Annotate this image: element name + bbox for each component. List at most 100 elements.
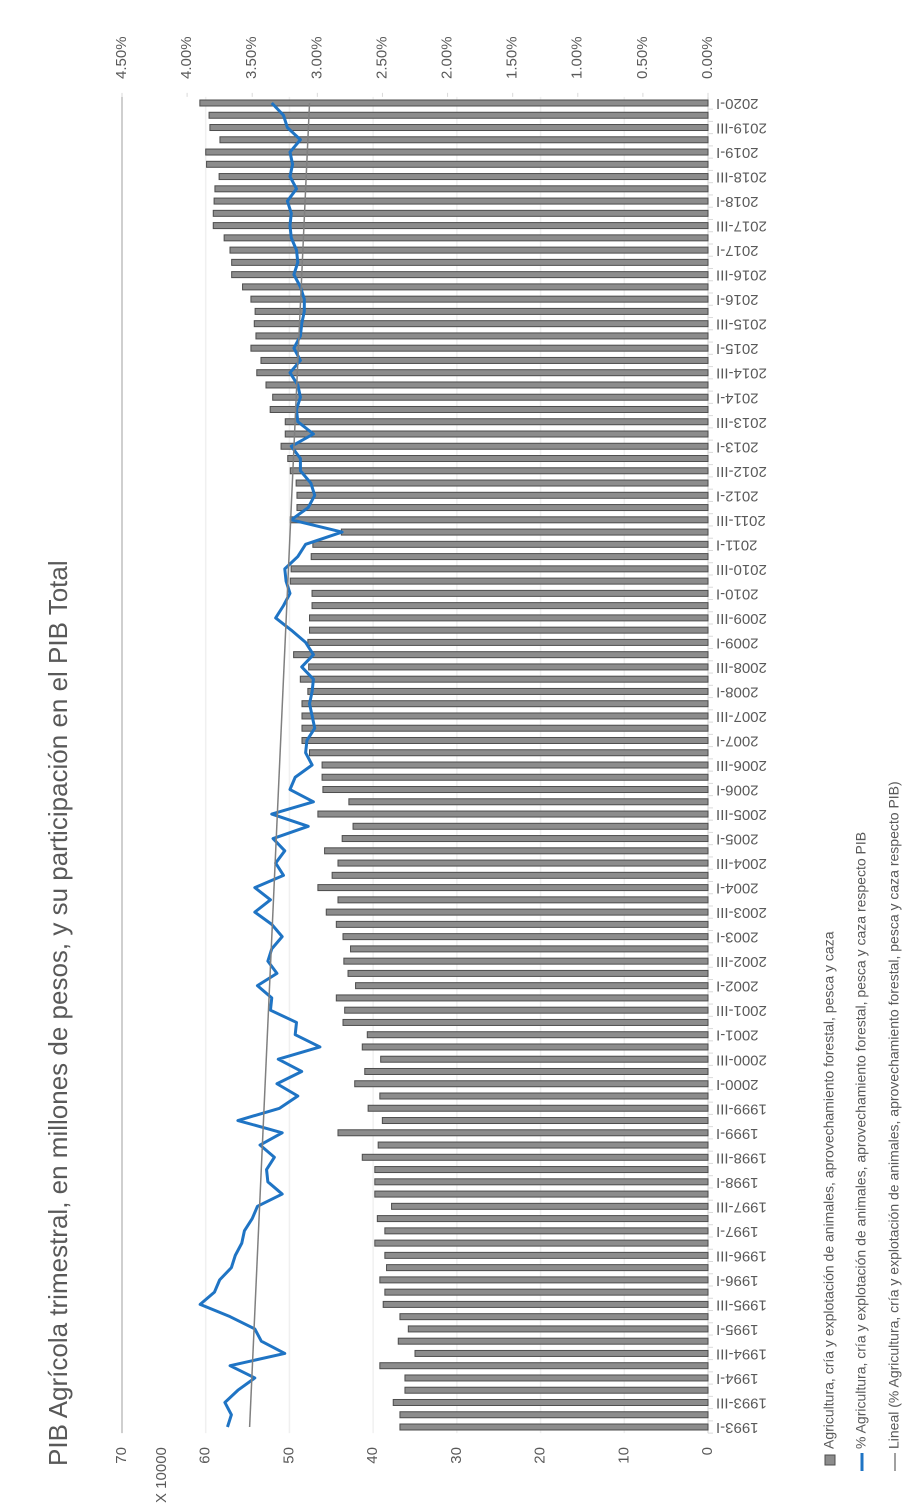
bar [361,1043,709,1051]
x-tick-label: 2000-III [716,1051,767,1068]
bar [296,504,709,512]
x-tick-label: 2010-I [716,585,759,602]
x-tick-label: 2020-I [716,95,759,112]
bar [309,626,709,634]
x-tick-label: 2012-III [716,463,767,480]
bar [392,1398,709,1406]
y-unit-label: X 10000 [153,1447,170,1503]
bar [343,957,709,965]
bar [321,773,709,781]
bar [309,749,709,757]
bar [289,467,709,475]
bar [212,209,709,217]
x-tick-label: 2002-I [716,978,759,995]
bar [355,982,709,990]
bar [301,724,709,732]
bar [366,1031,709,1039]
bar [213,197,709,205]
y-tick-label: 20 [532,1447,549,1464]
bar [337,896,709,904]
x-tick-label: 1993-I [716,1419,759,1436]
bar [399,1411,709,1419]
bar [317,884,709,892]
bar [384,1227,709,1235]
bar [289,516,709,524]
x-tick-label: 1995-I [716,1321,759,1338]
bar [208,111,709,119]
bar [272,393,709,401]
x-tick-label: 2019-III [716,120,767,137]
bar [312,540,709,548]
x-tick-label: 2017-III [716,218,767,235]
bar [296,491,709,499]
bar [361,1153,709,1161]
x-tick-label: 2005-III [716,806,767,823]
bar [214,185,709,193]
bar [199,99,709,107]
bar [347,969,709,977]
bar [301,736,709,744]
x-tick-label: 2015-I [716,340,759,357]
bar [223,234,709,242]
bar [384,1251,709,1259]
bar [374,1166,709,1174]
bar [256,369,709,377]
bar [382,1300,709,1308]
bar [386,1264,709,1272]
bar [229,246,709,254]
x-tick-label: 2011-I [716,536,757,553]
y-tick-label: 10 [615,1447,632,1464]
bar [284,418,709,426]
bar [321,761,709,769]
x-tick-label: 1998-III [716,1149,767,1166]
bar [379,1276,709,1284]
bar [309,614,709,622]
x-tick-label: 2014-I [716,389,759,406]
x-tick-label: 2002-III [716,953,767,970]
x-tick-label: 2015-III [716,316,767,333]
x-tick-label: 2007-III [716,708,767,725]
bar [280,442,709,450]
y2-tick-label: 2.00% [439,36,456,79]
bar [331,871,709,879]
bar [317,810,709,818]
x-tick-label: 1994-III [716,1345,767,1362]
x-tick-label: 1997-III [716,1198,767,1215]
legend-label: Lineal (% Agricultura, cría y explotació… [886,781,902,1449]
y2-tick-label: 4.00% [178,36,195,79]
legend-label: Agricultura, cría y explotación de anima… [821,931,837,1449]
x-tick-label: 2006-III [716,757,767,774]
bar [352,822,709,830]
x-tick-label: 2003-I [716,929,759,946]
bar [374,1239,709,1247]
bar [340,528,709,536]
bar [242,283,709,291]
x-tick-label: 2009-III [716,610,767,627]
y-tick-label: 0 [699,1447,716,1455]
bar [404,1374,709,1382]
x-tick-label: 2013-III [716,414,767,431]
bar [287,455,709,463]
y-tick-label: 30 [448,1447,465,1464]
y2-tick-label: 1.50% [504,36,521,79]
bar [218,173,709,181]
y2-tick-label: 1.00% [569,36,586,79]
bar [335,994,709,1002]
x-tick-label: 2019-I [716,144,759,161]
bar [381,1117,709,1125]
x-tick-label: 1999-I [716,1125,759,1142]
x-tick-label: 2005-I [716,831,759,848]
bar [367,1104,709,1112]
bar [301,712,709,720]
x-tick-label: 1995-III [716,1296,767,1313]
x-tick-label: 2001-III [716,1002,767,1019]
bar [322,786,709,794]
bar [384,1288,709,1296]
bar [374,1178,709,1186]
bar [324,847,709,855]
x-tick-label: 2004-I [716,880,759,897]
bar [250,295,709,303]
bar [255,332,709,340]
x-tick-label: 1993-III [716,1395,767,1412]
bar [219,136,709,144]
